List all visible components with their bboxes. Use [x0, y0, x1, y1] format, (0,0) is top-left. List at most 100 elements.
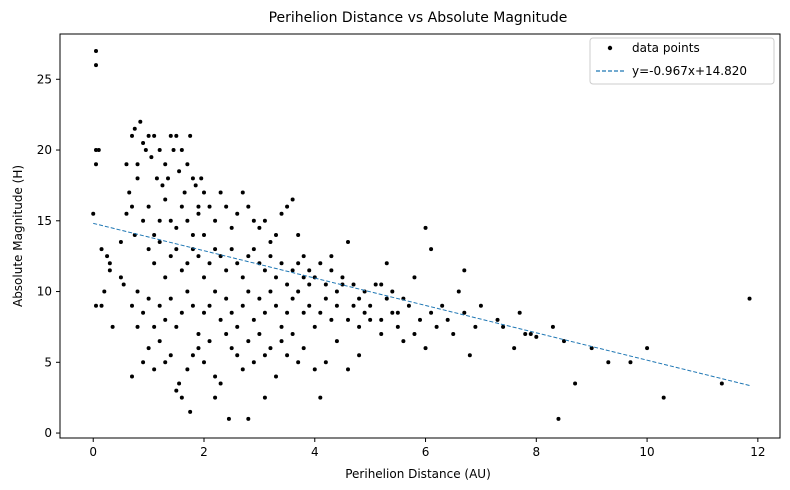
data-point: [251, 247, 256, 252]
data-point: [340, 275, 345, 280]
data-point: [390, 310, 395, 315]
data-point: [645, 346, 650, 351]
data-point: [202, 360, 206, 365]
data-point: [501, 324, 506, 329]
data-point: [279, 339, 284, 344]
data-point: [534, 334, 539, 339]
data-point: [190, 176, 195, 181]
data-point: [384, 261, 389, 266]
data-point: [188, 409, 193, 414]
data-point: [495, 317, 500, 322]
data-point: [290, 268, 295, 273]
data-point: [318, 310, 323, 315]
data-point: [462, 268, 467, 273]
x-tick-label: 12: [750, 445, 765, 459]
data-point: [262, 353, 267, 358]
data-point: [107, 268, 112, 273]
x-tick-label: 6: [422, 445, 430, 459]
data-point: [346, 240, 350, 245]
data-point: [373, 282, 378, 287]
data-point: [334, 339, 339, 344]
data-point: [290, 331, 295, 336]
data-point: [174, 388, 179, 393]
data-point: [177, 381, 182, 386]
data-point: [196, 331, 201, 336]
data-point: [157, 303, 162, 308]
data-point: [229, 225, 234, 230]
data-point: [229, 247, 234, 252]
data-point: [196, 204, 201, 209]
data-point: [240, 303, 245, 308]
data-point: [163, 197, 168, 202]
data-point: [152, 367, 157, 372]
data-point: [357, 353, 362, 358]
data-point: [268, 254, 273, 259]
data-point: [340, 282, 345, 287]
data-point: [351, 303, 356, 308]
fit-line: [93, 222, 750, 386]
data-point: [146, 133, 151, 138]
data-point: [182, 190, 187, 195]
data-point: [290, 197, 295, 202]
data-point: [157, 240, 162, 245]
data-point: [523, 331, 528, 336]
data-point: [174, 133, 179, 138]
data-point: [174, 247, 179, 252]
data-point: [107, 261, 112, 266]
data-point: [174, 324, 179, 329]
data-point: [146, 346, 151, 351]
data-point: [279, 324, 284, 329]
data-point: [473, 324, 478, 329]
data-point: [124, 211, 129, 216]
data-point: [132, 126, 137, 131]
y-tick-label: 0: [44, 426, 52, 440]
data-point: [257, 225, 262, 230]
data-point: [262, 395, 267, 400]
data-point: [362, 310, 367, 315]
y-tick-label: 15: [37, 214, 52, 228]
data-point: [96, 148, 101, 153]
data-point: [130, 303, 134, 308]
data-point: [285, 353, 290, 358]
data-point: [94, 48, 98, 53]
data-point: [163, 317, 168, 322]
data-point: [240, 190, 245, 195]
data-point: [406, 303, 411, 308]
data-point: [146, 247, 151, 252]
data-point: [661, 395, 666, 400]
data-point: [384, 296, 389, 301]
data-point: [188, 133, 193, 138]
data-point: [199, 176, 204, 181]
data-point: [257, 296, 262, 301]
x-tick-label: 0: [89, 445, 97, 459]
data-point: [185, 162, 190, 167]
data-point: [179, 204, 184, 209]
data-point: [196, 346, 201, 351]
data-point: [246, 204, 251, 209]
y-tick-label: 5: [44, 355, 52, 369]
axes-frame: [59, 33, 781, 439]
chart-title: Perihelion Distance vs Absolute Magnitud…: [269, 10, 568, 26]
data-point: [747, 296, 752, 301]
data-point: [301, 346, 306, 351]
data-point: [346, 367, 350, 372]
data-point: [179, 148, 184, 153]
data-point: [296, 289, 301, 294]
data-point: [296, 360, 301, 365]
data-point: [207, 261, 212, 266]
data-point: [135, 162, 140, 167]
data-point: [462, 310, 467, 315]
data-point: [202, 190, 206, 195]
data-point: [268, 289, 273, 294]
data-point: [412, 275, 417, 280]
data-point: [154, 176, 159, 181]
data-point: [719, 381, 724, 386]
data-point: [429, 247, 434, 252]
data-point: [224, 204, 229, 209]
data-point: [94, 63, 98, 68]
data-point: [127, 190, 132, 195]
data-point: [329, 268, 334, 273]
data-point: [190, 303, 195, 308]
data-point: [168, 133, 173, 138]
